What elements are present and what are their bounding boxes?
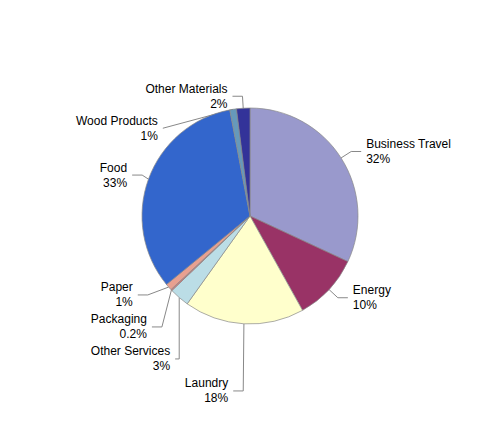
svg-text:Laundry: Laundry: [185, 376, 228, 390]
svg-text:Other Services: Other Services: [91, 344, 170, 358]
svg-text:Paper: Paper: [101, 280, 133, 294]
svg-text:Packaging: Packaging: [91, 312, 147, 326]
svg-text:Energy: Energy: [353, 283, 391, 297]
svg-text:Business Travel: Business Travel: [366, 137, 451, 151]
svg-text:1%: 1%: [140, 129, 158, 143]
svg-text:2%: 2%: [210, 97, 228, 111]
svg-text:Food: Food: [100, 161, 127, 175]
svg-text:0.2%: 0.2%: [120, 327, 148, 341]
svg-text:33%: 33%: [103, 176, 127, 190]
svg-text:1%: 1%: [115, 295, 133, 309]
svg-text:Wood Products: Wood Products: [76, 114, 158, 128]
svg-text:10%: 10%: [353, 298, 377, 312]
svg-text:3%: 3%: [153, 359, 171, 373]
svg-text:Other Materials: Other Materials: [145, 82, 227, 96]
svg-text:32%: 32%: [366, 152, 390, 166]
svg-text:18%: 18%: [204, 391, 228, 405]
